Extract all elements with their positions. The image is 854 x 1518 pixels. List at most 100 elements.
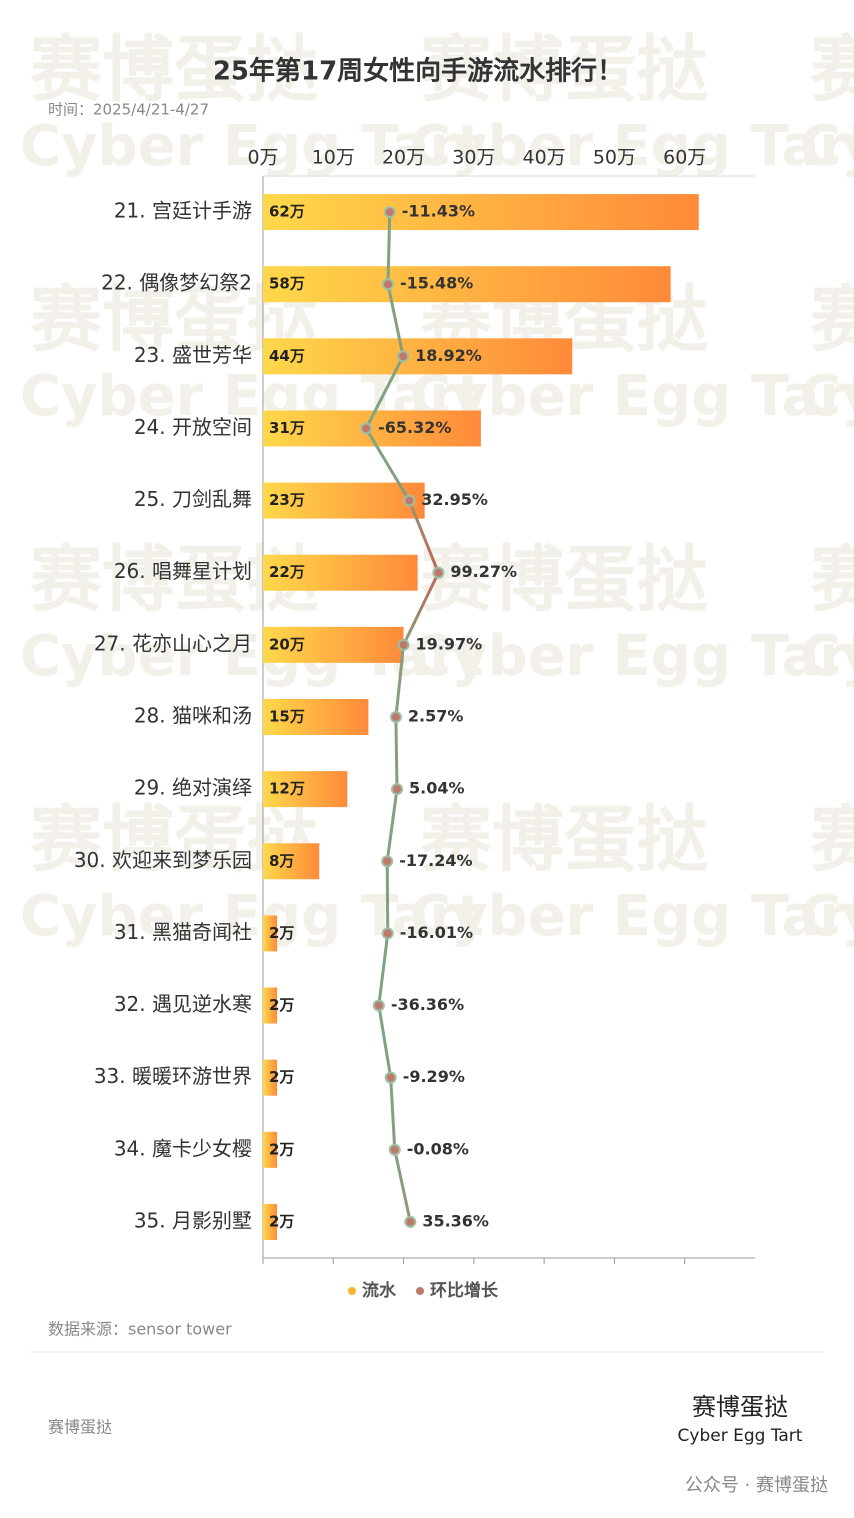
bar-label: 23万 — [269, 491, 305, 509]
bar-label: 2万 — [269, 924, 294, 942]
growth-point — [383, 206, 396, 219]
footer-left: 赛博蛋挞 — [48, 1418, 112, 1437]
growth-point — [360, 422, 373, 435]
bar — [263, 915, 278, 952]
bar-label: 20万 — [269, 635, 305, 653]
watermark: Cyber Egg Tart — [800, 114, 854, 179]
bar-label: 44万 — [269, 347, 305, 365]
y-tick-label: 35. 月影别墅 — [134, 1208, 252, 1232]
subtitle: 时间：2025/4/21-4/27 — [48, 101, 209, 119]
x-tick-label: 60万 — [663, 147, 706, 169]
y-tick-label: 32. 遇见逆水寒 — [114, 992, 252, 1016]
y-tick-label: 30. 欢迎来到梦乐园 — [74, 848, 252, 872]
bar-label: 2万 — [269, 1212, 294, 1230]
watermark: Cyber Egg Tart — [410, 364, 854, 429]
y-tick-label: 22. 偶像梦幻祭2 — [101, 271, 252, 295]
legend-swatch — [348, 1287, 356, 1295]
x-tick-label: 50万 — [593, 147, 636, 169]
growth-point — [381, 927, 394, 940]
y-tick-label: 31. 黑猫奇闻社 — [114, 920, 252, 944]
watermark: Cyber Egg Tart — [410, 884, 854, 949]
growth-label: -36.36% — [391, 995, 464, 1014]
legend-swatch — [416, 1287, 424, 1295]
growth-point — [381, 278, 394, 291]
bar — [263, 266, 671, 303]
bar — [263, 338, 573, 375]
growth-point — [397, 638, 410, 651]
growth-point — [397, 350, 410, 363]
growth-point — [381, 855, 394, 868]
growth-label: 32.95% — [421, 490, 488, 509]
bar — [263, 987, 278, 1024]
y-tick-label: 27. 花亦山心之月 — [94, 631, 252, 655]
logo-en: Cyber Egg Tart — [678, 1426, 803, 1446]
bar — [263, 554, 418, 591]
chart-title: 25年第17周女性向手游流水排行！ — [213, 56, 623, 87]
watermark: Cyber Egg Tart — [20, 884, 484, 949]
x-tick-label: 10万 — [312, 147, 355, 169]
y-tick-label: 26. 唱舞星计划 — [114, 559, 252, 583]
watermark: Cyber Egg Tart — [20, 624, 484, 689]
growth-point — [403, 494, 416, 507]
bar-label: 2万 — [269, 1068, 294, 1086]
growth-label: -65.32% — [378, 418, 451, 437]
watermark: 赛博蛋挞 — [810, 28, 854, 112]
growth-label: 2.57% — [408, 707, 464, 726]
watermark: Cyber Egg Tart — [20, 114, 484, 179]
bar-label: 2万 — [269, 996, 294, 1014]
watermark: 赛博蛋挞 — [420, 28, 708, 112]
growth-label: -16.01% — [400, 923, 473, 942]
growth-point — [390, 783, 403, 796]
growth-point — [404, 1215, 417, 1228]
growth-label: -0.08% — [407, 1139, 469, 1158]
growth-label: -9.29% — [403, 1067, 465, 1086]
growth-label: -15.48% — [400, 274, 473, 293]
bar — [263, 194, 699, 231]
bar — [263, 1131, 278, 1168]
growth-label: -11.43% — [402, 202, 475, 221]
bar — [263, 1203, 278, 1240]
bar-label: 8万 — [269, 852, 294, 870]
watermark: 赛博蛋挞 — [30, 28, 318, 112]
legend-label: 环比增长 — [430, 1280, 499, 1301]
watermark: Cyber Egg Tart — [410, 624, 854, 689]
watermark: Cyber Egg Tart — [800, 364, 854, 429]
legend-label: 流水 — [362, 1280, 397, 1301]
growth-point — [432, 566, 445, 579]
wechat: 公众号 · 赛博蛋挞 — [685, 1475, 828, 1496]
bar-label: 62万 — [269, 203, 305, 221]
growth-point — [372, 999, 385, 1012]
growth-label: 99.27% — [450, 562, 517, 581]
bar-label: 31万 — [269, 419, 305, 437]
growth-label: 18.92% — [415, 346, 482, 365]
watermark: Cyber Egg Tart — [800, 884, 854, 949]
bar — [263, 482, 425, 519]
y-tick-label: 29. 绝对演绎 — [134, 776, 252, 800]
growth-label: -17.24% — [399, 851, 472, 870]
watermark: 赛博蛋挞 — [420, 538, 708, 622]
source: 数据来源：sensor tower — [48, 1320, 232, 1339]
bar — [263, 699, 369, 735]
growth-point — [388, 1143, 401, 1156]
growth-label: 35.36% — [422, 1211, 489, 1230]
bar-label: 22万 — [269, 563, 305, 581]
bar — [263, 1059, 278, 1096]
bar-label: 15万 — [269, 708, 305, 726]
y-tick-label: 25. 刀剑乱舞 — [134, 487, 252, 511]
watermark: Cyber Egg Tart — [410, 114, 854, 179]
y-tick-label: 21. 宫廷计手游 — [114, 199, 252, 223]
x-tick-label: 0万 — [247, 147, 278, 169]
growth-point — [384, 1071, 397, 1084]
y-tick-label: 24. 开放空间 — [134, 415, 252, 439]
y-tick-label: 34. 魔卡少女樱 — [114, 1136, 252, 1160]
bar-label: 2万 — [269, 1140, 294, 1158]
growth-label: 5.04% — [409, 779, 465, 798]
x-tick-label: 30万 — [452, 147, 495, 169]
bar — [263, 771, 348, 808]
watermark: 赛博蛋挞 — [810, 538, 854, 622]
bar-label: 58万 — [269, 275, 305, 293]
y-tick-label: 33. 暖暖环游世界 — [94, 1064, 252, 1088]
y-tick-label: 28. 猫咪和汤 — [134, 704, 252, 728]
bar-label: 12万 — [269, 780, 305, 798]
